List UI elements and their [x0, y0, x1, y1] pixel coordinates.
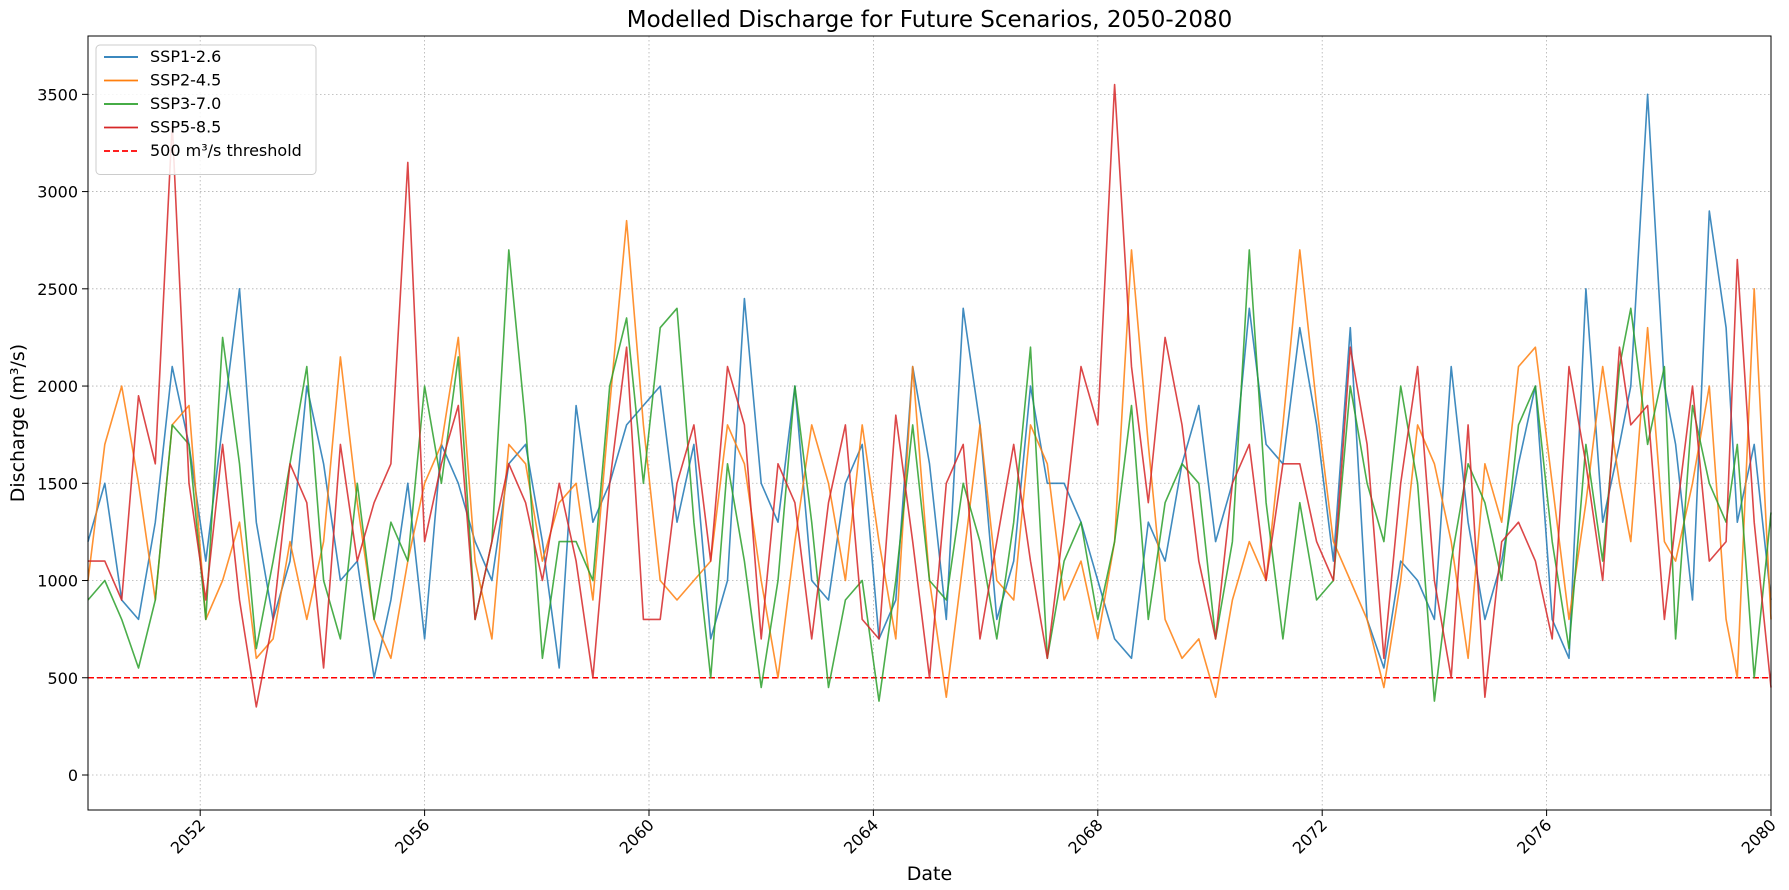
legend-label: SSP5-8.5 [150, 118, 221, 137]
chart-title: Modelled Discharge for Future Scenarios,… [627, 7, 1232, 33]
y-tick-label: 3500 [37, 85, 78, 104]
legend-box [95, 44, 317, 175]
plot-frame [87, 35, 1772, 811]
x-axis-label: Date [907, 863, 952, 885]
legend-label: SSP1-2.6 [150, 47, 221, 66]
legend: SSP1-2.6 SSP2-4.5 SSP3-7.0 SSP5-8.5 500 m³/s… [95, 44, 317, 175]
y-tick-label: 0 [68, 766, 78, 785]
legend-label: 500 m³/s threshold [150, 141, 302, 160]
y-axis-label: Discharge (m³/s) [7, 344, 29, 502]
y-tick-label: 500 [47, 669, 78, 688]
y-tick-label: 1500 [37, 474, 78, 493]
y-tick-label: 1000 [37, 572, 78, 591]
y-tick-label: 2500 [37, 280, 78, 299]
legend-label: SSP3-7.0 [150, 94, 221, 113]
y-tick-label: 2000 [37, 377, 78, 396]
series-line-ssp1-2-6 [87, 93, 1772, 679]
legend-label: SSP2-4.5 [150, 71, 221, 90]
series-line-ssp3-7-0 [87, 249, 1772, 702]
series-layer [87, 83, 1772, 708]
series-line-ssp5-8-5 [88, 83, 1772, 708]
y-tick-label: 3000 [37, 183, 78, 202]
